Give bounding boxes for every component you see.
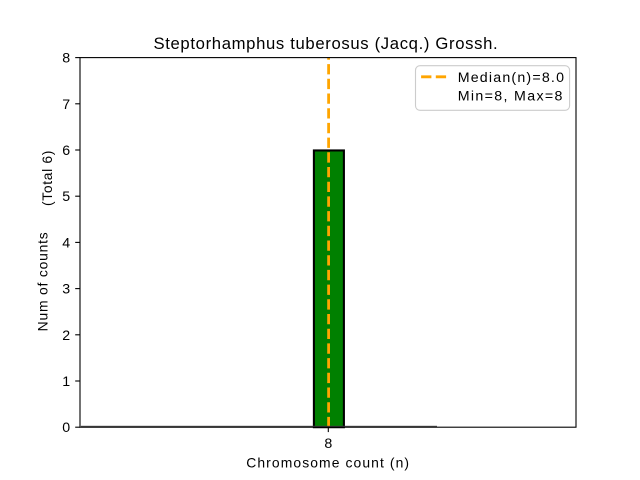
svg-text:3: 3 bbox=[62, 282, 70, 298]
svg-text:0: 0 bbox=[62, 420, 70, 436]
svg-text:6: 6 bbox=[62, 143, 70, 159]
svg-text:Num of counts: Num of counts bbox=[35, 231, 51, 331]
svg-text:7: 7 bbox=[62, 97, 70, 113]
svg-text:8: 8 bbox=[324, 436, 332, 452]
svg-text:(Total 6): (Total 6) bbox=[39, 150, 55, 206]
svg-text:Chromosome count (n): Chromosome count (n) bbox=[246, 454, 410, 470]
svg-text:2: 2 bbox=[62, 328, 70, 344]
svg-text:Steptorhamphus tuberosus (Jacq: Steptorhamphus tuberosus (Jacq.) Grossh. bbox=[153, 34, 498, 53]
svg-text:Min=8, Max=8: Min=8, Max=8 bbox=[458, 88, 564, 104]
svg-text:5: 5 bbox=[62, 189, 70, 205]
svg-text:1: 1 bbox=[62, 374, 70, 390]
svg-text:4: 4 bbox=[62, 235, 70, 251]
svg-text:Median(n)=8.0: Median(n)=8.0 bbox=[458, 70, 565, 86]
svg-text:8: 8 bbox=[62, 51, 70, 67]
